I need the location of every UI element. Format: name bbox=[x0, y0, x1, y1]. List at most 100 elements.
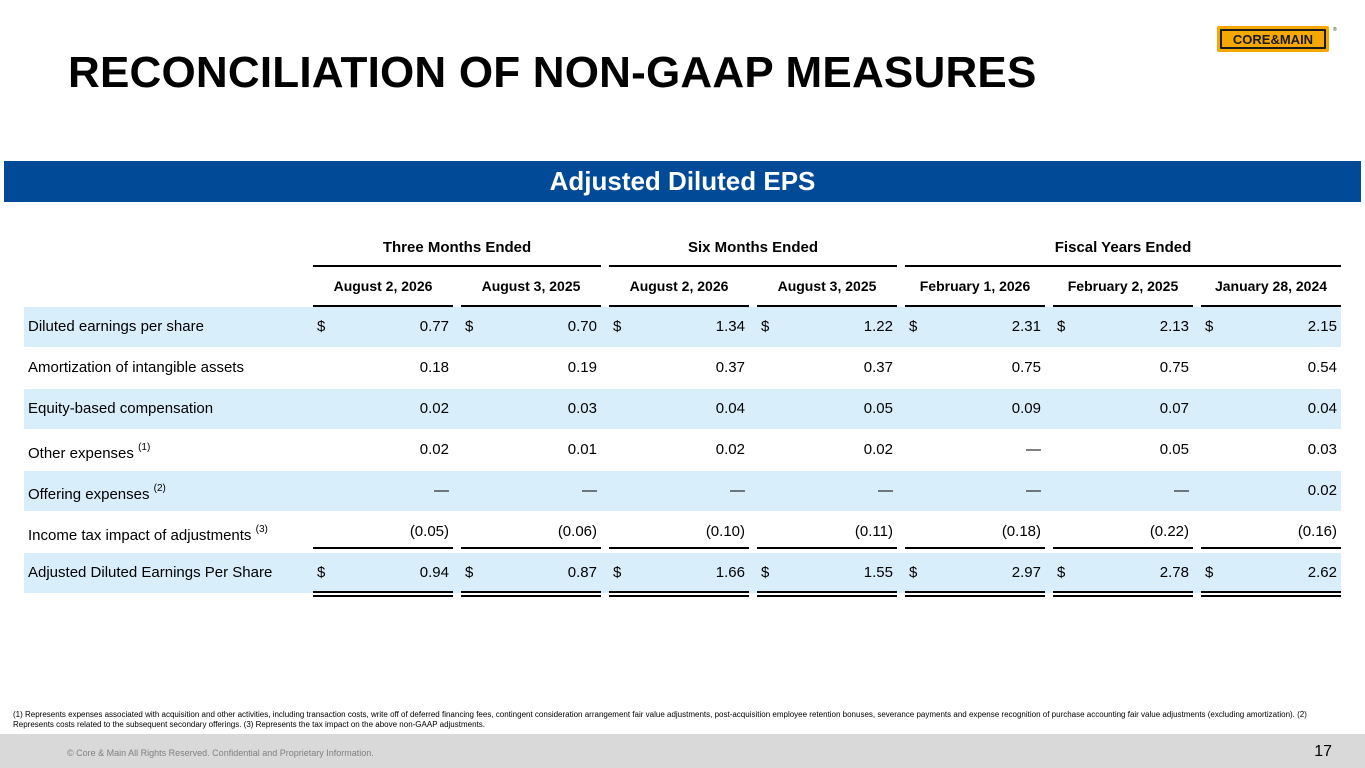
cell-value: 0.19 bbox=[567, 359, 597, 376]
row-label-text: Adjusted Diluted Earnings Per Share bbox=[28, 564, 273, 581]
cell-value: 2.31 bbox=[1011, 318, 1041, 335]
cell-value: 0.87 bbox=[567, 564, 597, 581]
currency-symbol: $ bbox=[761, 564, 770, 581]
cell-value: 1.66 bbox=[715, 564, 745, 581]
total-double-rule bbox=[461, 595, 601, 597]
group-underline bbox=[905, 265, 1341, 267]
total-double-rule bbox=[1053, 595, 1193, 597]
table-row: Other expenses (1) 0.02 0.01 0.02 0.02 — 0.05 0… bbox=[24, 430, 1341, 470]
currency-symbol: $ bbox=[1205, 564, 1214, 581]
cell-value: 0.77 bbox=[419, 318, 449, 335]
total-double-rule bbox=[757, 591, 897, 593]
cell-value: (0.11) bbox=[854, 523, 893, 540]
currency-symbol: $ bbox=[317, 564, 326, 581]
row-label-text: Income tax impact of adjustments bbox=[28, 527, 252, 544]
currency-symbol: $ bbox=[1205, 318, 1214, 335]
cell-value: 0.05 bbox=[863, 400, 893, 417]
currency-symbol: $ bbox=[909, 318, 918, 335]
svg-text:®: ® bbox=[1333, 26, 1337, 33]
currency-symbol: $ bbox=[465, 564, 474, 581]
subtotal-rule bbox=[905, 547, 1045, 549]
currency-symbol: $ bbox=[1057, 318, 1066, 335]
cell-value: — bbox=[730, 482, 745, 499]
total-double-rule bbox=[461, 591, 601, 593]
section-banner: Adjusted Diluted EPS bbox=[4, 161, 1361, 202]
row-label: Equity-based compensation bbox=[28, 389, 213, 429]
cell-value: — bbox=[582, 482, 597, 499]
cell-value: 2.97 bbox=[1011, 564, 1041, 581]
copyright-text: © Core & Main All Rights Reserved. Confi… bbox=[67, 748, 374, 758]
total-double-rule bbox=[1201, 591, 1341, 593]
subtotal-rule bbox=[1053, 547, 1193, 549]
total-double-rule bbox=[313, 595, 453, 597]
cell-value: 2.15 bbox=[1307, 318, 1337, 335]
total-double-rule bbox=[609, 591, 749, 593]
column-group-header: Three Months Ended bbox=[382, 239, 532, 256]
cell-value: 0.75 bbox=[1011, 359, 1041, 376]
table-row: Amortization of intangible assets 0.18 0.1… bbox=[24, 348, 1341, 388]
column-header: February 2, 2025 bbox=[1067, 278, 1179, 294]
column-group-header: Fiscal Years Ended bbox=[1054, 239, 1192, 256]
column-header-underline bbox=[609, 305, 749, 307]
subtotal-rule bbox=[313, 547, 453, 549]
column-header-underline bbox=[313, 305, 453, 307]
currency-symbol: $ bbox=[465, 318, 474, 335]
cell-value: 0.02 bbox=[715, 441, 745, 458]
column-header: August 2, 2026 bbox=[333, 278, 433, 294]
row-label: Offering expenses (2) bbox=[28, 471, 166, 515]
cell-value: 0.04 bbox=[715, 400, 745, 417]
cell-value: 0.18 bbox=[419, 359, 449, 376]
cell-value: — bbox=[1026, 441, 1041, 458]
column-header: February 1, 2026 bbox=[919, 278, 1031, 294]
currency-symbol: $ bbox=[1057, 564, 1066, 581]
cell-value: 0.04 bbox=[1307, 400, 1337, 417]
column-header: January 28, 2024 bbox=[1214, 278, 1328, 294]
currency-symbol: $ bbox=[613, 318, 622, 335]
cell-value: 2.78 bbox=[1159, 564, 1189, 581]
cell-value: 1.34 bbox=[715, 318, 745, 335]
total-double-rule bbox=[313, 591, 453, 593]
column-header: August 3, 2025 bbox=[777, 278, 877, 294]
total-double-rule bbox=[1201, 595, 1341, 597]
total-double-rule bbox=[905, 591, 1045, 593]
row-label-text: Other expenses bbox=[28, 445, 134, 462]
cell-value: (0.22) bbox=[1149, 523, 1189, 540]
footnotes: (1) Represents expenses associated with … bbox=[13, 710, 1307, 729]
table-row: Diluted earnings per share $0.77 $0.70 $1.3… bbox=[24, 307, 1341, 347]
cell-value: 0.03 bbox=[567, 400, 597, 417]
column-header-underline bbox=[461, 305, 601, 307]
cell-value: (0.16) bbox=[1297, 523, 1337, 540]
row-label-text: Offering expenses bbox=[28, 486, 150, 503]
core-and-main-logo: CORE&MAIN ® bbox=[1217, 26, 1337, 52]
subtotal-rule bbox=[757, 547, 897, 549]
column-header-underline bbox=[1201, 305, 1341, 307]
cell-value: 0.70 bbox=[567, 318, 597, 335]
cell-value: 0.01 bbox=[567, 441, 597, 458]
footnote-reference: (2) bbox=[153, 483, 166, 494]
currency-symbol: $ bbox=[317, 318, 326, 335]
cell-value: — bbox=[1174, 482, 1189, 499]
column-header-underline bbox=[905, 305, 1045, 307]
cell-value: 0.03 bbox=[1307, 441, 1337, 458]
cell-value: 0.54 bbox=[1307, 359, 1337, 376]
table-row: Income tax impact of adjustments (3) (0.0… bbox=[24, 512, 1341, 552]
footnote-reference: (1) bbox=[138, 442, 151, 453]
subtotal-rule bbox=[609, 547, 749, 549]
table-row: Adjusted Diluted Earnings Per Share $0.94… bbox=[24, 553, 1341, 593]
cell-value: — bbox=[1026, 482, 1041, 499]
currency-symbol: $ bbox=[909, 564, 918, 581]
row-label: Adjusted Diluted Earnings Per Share bbox=[28, 553, 272, 593]
row-label-text: Amortization of intangible assets bbox=[28, 359, 244, 376]
cell-value: 0.05 bbox=[1159, 441, 1189, 458]
cell-value: 0.02 bbox=[419, 441, 449, 458]
cell-value: (0.06) bbox=[557, 523, 597, 540]
row-label: Income tax impact of adjustments (3) bbox=[28, 512, 268, 556]
row-label-text: Equity-based compensation bbox=[28, 400, 214, 417]
column-header-underline bbox=[757, 305, 897, 307]
total-double-rule bbox=[609, 595, 749, 597]
currency-symbol: $ bbox=[613, 564, 622, 581]
svg-text:CORE&MAIN: CORE&MAIN bbox=[1233, 32, 1313, 47]
column-header: August 2, 2026 bbox=[629, 278, 729, 294]
cell-value: (0.05) bbox=[409, 523, 449, 540]
cell-value: 0.02 bbox=[419, 400, 449, 417]
